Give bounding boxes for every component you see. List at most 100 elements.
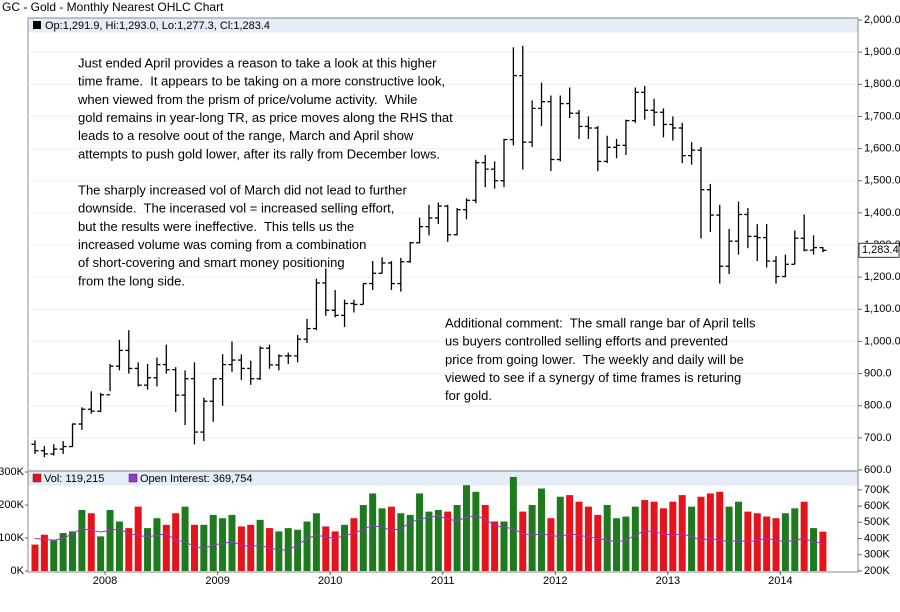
volume-bar [416, 493, 424, 571]
volume-bar [78, 509, 86, 571]
volume-bar [275, 531, 283, 571]
legend-entry: Vol: 119,215 [44, 473, 104, 485]
annotation: of short-covering and smart money positi… [78, 255, 345, 270]
volume-bar [359, 505, 367, 571]
volume-bar [603, 505, 611, 571]
annotation: gold remains in year-long TR, as price m… [78, 110, 453, 125]
volume-bar [369, 493, 377, 571]
volume-bar [584, 506, 592, 571]
annotation: for gold. [445, 388, 492, 403]
volume-bar [538, 488, 546, 571]
volume-bar [659, 508, 667, 571]
volume-bar [613, 518, 621, 571]
y-tick-label: 1,400.0 [864, 207, 900, 219]
volume-bar [397, 513, 405, 571]
volume-bar [406, 514, 414, 571]
y-tick-label: 1,600.0 [864, 142, 900, 154]
annotation: time frame. It appears to be taking on a… [78, 74, 445, 89]
volume-bar [387, 506, 395, 571]
y-tick-label: 0K [11, 565, 25, 577]
volume-bar [228, 514, 236, 571]
volume-bar [172, 513, 180, 571]
y-tick-label: 900.0 [864, 367, 892, 379]
volume-panel [27, 470, 859, 573]
volume-bar [106, 509, 114, 571]
y-tick-label: 300K [0, 466, 25, 478]
last-price-box [858, 242, 900, 258]
volume-bar [509, 476, 517, 571]
volume-bar [735, 501, 742, 571]
volume-bar [566, 495, 574, 571]
y-tick-label: 100K [0, 532, 25, 544]
legend-entry: Open Interest: 369,754 [140, 473, 253, 485]
y2-tick-label: 600K [864, 500, 890, 512]
annotation: The sharply increased vol of March did n… [78, 182, 407, 197]
volume-bar [181, 506, 189, 571]
volume-bar [247, 524, 255, 571]
volume-bar [575, 501, 583, 571]
volume-bar [725, 506, 733, 571]
volume-bar [500, 521, 508, 571]
volume-bar [434, 509, 442, 571]
volume-bar [791, 508, 799, 571]
volume-bar [162, 524, 170, 571]
volume-bar [97, 536, 105, 571]
volume-bar [716, 491, 724, 571]
volume-bar [444, 511, 452, 571]
volume-bar [519, 511, 527, 571]
volume-bar [115, 521, 123, 571]
legend-swatch [128, 473, 138, 483]
volume-bar [341, 524, 349, 571]
volume-bar [669, 501, 677, 571]
annotation: viewed to see if a synergy of time frame… [445, 370, 741, 385]
y2-tick-label: 400K [864, 532, 890, 544]
y-tick-label: 1,200.0 [864, 271, 900, 283]
volume-bar [350, 518, 358, 571]
annotation: but the results were ineffective. This t… [78, 219, 354, 234]
volume-bar [322, 526, 330, 571]
volume-bar [294, 529, 302, 571]
annotation: leads to a resolve oout of the range, Ma… [78, 128, 414, 143]
volume-bar [810, 528, 818, 571]
volume-bar [134, 506, 142, 571]
volume-bar [425, 511, 433, 571]
x-tick-label: 2011 [431, 575, 455, 587]
y-tick-label: 1,100.0 [864, 303, 900, 315]
ohlc-legend: Op:1,291.9, Hi:1,293.0, Lo:1,277.3, Cl:1… [45, 20, 270, 32]
y-tick-label: 700.0 [864, 432, 892, 444]
x-tick-label: 2009 [205, 575, 229, 587]
y2-tick-label: 200K [864, 565, 890, 577]
volume-bar [31, 544, 39, 571]
volume-bar [453, 505, 461, 571]
x-tick-label: 2013 [656, 575, 680, 587]
y2-tick-label: 700K [864, 484, 890, 496]
header-strip [28, 18, 858, 33]
legend-swatch [33, 21, 41, 29]
volume-bar [378, 508, 386, 571]
y-tick-label: 2,000.0 [864, 14, 900, 26]
volume-bar [462, 485, 470, 571]
annotation: attempts to push gold lower, after its r… [78, 146, 440, 161]
volume-legend-strip [28, 471, 858, 486]
volume-bar [153, 518, 161, 571]
volume-bar [50, 539, 58, 571]
x-tick-label: 2010 [318, 575, 342, 587]
last-price-label: 1,283.4 [862, 244, 899, 256]
y-tick-label: 1,500.0 [864, 175, 900, 187]
volume-bar [331, 531, 339, 571]
y-tick-label: 800.0 [864, 400, 892, 412]
y-tick-label: 1,900.0 [864, 46, 900, 58]
volume-bar [706, 493, 714, 571]
y-tick-label: 200K [0, 499, 25, 511]
volume-bar [678, 495, 686, 571]
volume-bar [697, 496, 705, 571]
annotation: Just ended April provides a reason to ta… [78, 55, 437, 70]
volume-bar [594, 514, 602, 571]
volume-bar [641, 500, 649, 571]
y-tick-label: 1,700.0 [864, 110, 900, 122]
y2-tick-label: 300K [864, 549, 890, 561]
y-tick-label: 600.0 [864, 464, 892, 476]
volume-bar [481, 505, 489, 571]
annotation: price from going lower. The weekly and d… [445, 352, 744, 367]
